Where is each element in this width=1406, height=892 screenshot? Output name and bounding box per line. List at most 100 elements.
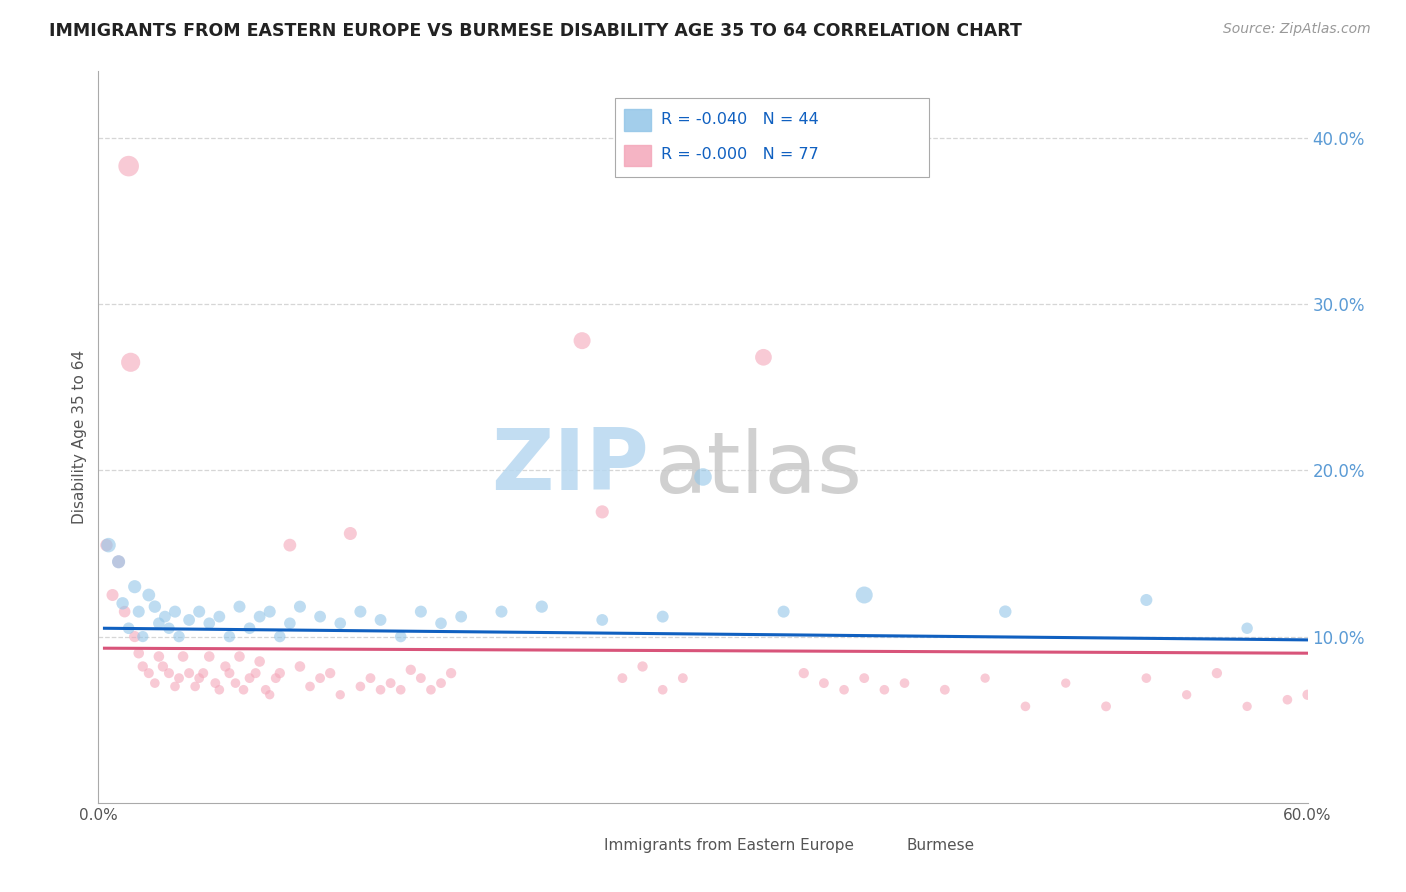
Point	[148, 616, 170, 631]
Point	[228, 599, 250, 614]
Point	[1236, 621, 1258, 635]
Point	[873, 682, 896, 697]
Text: R = -0.040   N = 44: R = -0.040 N = 44	[661, 112, 818, 128]
Point	[111, 596, 134, 610]
Text: IMMIGRANTS FROM EASTERN EUROPE VS BURMESE DISABILITY AGE 35 TO 64 CORRELATION CH: IMMIGRANTS FROM EASTERN EUROPE VS BURMES…	[49, 22, 1022, 40]
Point	[138, 588, 160, 602]
Point	[853, 671, 876, 685]
Point	[974, 671, 997, 685]
Text: ZIP: ZIP	[491, 425, 648, 508]
Point	[254, 682, 277, 697]
Point	[1135, 593, 1157, 607]
Point	[420, 682, 443, 697]
Point	[1236, 699, 1258, 714]
Point	[288, 659, 311, 673]
Point	[329, 688, 352, 702]
Point	[672, 671, 695, 685]
FancyBboxPatch shape	[614, 98, 929, 178]
Point	[228, 649, 250, 664]
Point	[1206, 666, 1229, 681]
Point	[339, 526, 361, 541]
Point	[249, 609, 271, 624]
Point	[249, 655, 271, 669]
Point	[278, 616, 301, 631]
Point	[278, 538, 301, 552]
Point	[128, 605, 150, 619]
Point	[309, 609, 332, 624]
Point	[239, 671, 262, 685]
Point	[259, 605, 281, 619]
Point	[1054, 676, 1077, 690]
Point	[179, 666, 201, 681]
Point	[288, 599, 311, 614]
Point	[193, 666, 215, 681]
Point	[188, 605, 211, 619]
Point	[259, 688, 281, 702]
Point	[299, 680, 322, 694]
Text: Immigrants from Eastern Europe: Immigrants from Eastern Europe	[603, 838, 853, 854]
Point	[853, 588, 876, 602]
Point	[124, 580, 146, 594]
Point	[153, 609, 176, 624]
Point	[101, 588, 124, 602]
Point	[360, 671, 382, 685]
Bar	[879, 838, 900, 855]
Point	[409, 671, 432, 685]
Point	[530, 599, 553, 614]
Bar	[624, 110, 651, 131]
Point	[772, 605, 794, 619]
Point	[1175, 688, 1198, 702]
Point	[430, 616, 453, 631]
Point	[329, 616, 352, 631]
Point	[118, 159, 141, 173]
Point	[218, 666, 240, 681]
Point	[813, 676, 835, 690]
Point	[132, 630, 155, 644]
Point	[143, 676, 166, 690]
Point	[114, 605, 136, 619]
Point	[239, 621, 262, 635]
Point	[793, 666, 815, 681]
Point	[430, 676, 453, 690]
Point	[120, 355, 142, 369]
Point	[179, 613, 201, 627]
Point	[389, 682, 412, 697]
Point	[188, 671, 211, 685]
Text: Burmese: Burmese	[905, 838, 974, 854]
Point	[138, 666, 160, 681]
Point	[269, 666, 291, 681]
Point	[994, 605, 1017, 619]
Point	[157, 621, 180, 635]
Point	[612, 671, 634, 685]
Point	[309, 671, 332, 685]
Text: Source: ZipAtlas.com: Source: ZipAtlas.com	[1223, 22, 1371, 37]
Point	[571, 334, 593, 348]
Point	[96, 538, 118, 552]
Bar	[576, 838, 598, 855]
Point	[631, 659, 654, 673]
Point	[167, 671, 190, 685]
Point	[124, 630, 146, 644]
Point	[224, 676, 246, 690]
Point	[399, 663, 422, 677]
Bar	[624, 145, 651, 167]
Point	[319, 666, 342, 681]
Point	[167, 630, 190, 644]
Point	[118, 621, 141, 635]
Point	[163, 680, 186, 694]
Text: R = -0.000   N = 77: R = -0.000 N = 77	[661, 147, 818, 162]
Point	[208, 609, 231, 624]
Point	[245, 666, 267, 681]
Point	[269, 630, 291, 644]
Point	[97, 538, 120, 552]
Point	[692, 470, 714, 484]
Point	[832, 682, 855, 697]
Point	[349, 605, 371, 619]
Point	[1014, 699, 1036, 714]
Point	[893, 676, 915, 690]
Point	[651, 682, 673, 697]
Y-axis label: Disability Age 35 to 64: Disability Age 35 to 64	[72, 350, 87, 524]
Point	[148, 649, 170, 664]
Point	[1296, 688, 1319, 702]
Point	[591, 613, 613, 627]
